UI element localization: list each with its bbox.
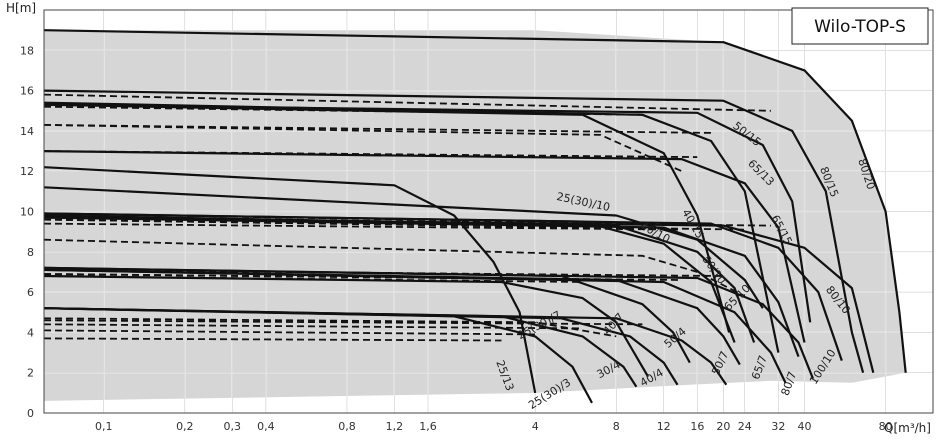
series-65-15 xyxy=(43,103,812,323)
x-tick-label: 0,3 xyxy=(223,420,241,433)
x-tick-label: 1,6 xyxy=(419,420,437,433)
brand-box: Wilo-TOP-S xyxy=(791,7,929,45)
curve-min xyxy=(43,150,698,158)
grid xyxy=(44,10,933,414)
curve-max xyxy=(43,216,800,357)
tick-labels: 0,1 0,2 0,3 0,4 0,8 1,2 1,6 4 8 12 16 20 24 32 40 80024… xyxy=(20,44,893,433)
y-tick-label: 16 xyxy=(20,85,34,98)
curve-max xyxy=(43,166,537,394)
curve-max xyxy=(43,103,812,323)
curve-min xyxy=(43,93,771,112)
x-tick-label: 0,8 xyxy=(338,420,356,433)
x-tick-label: 80 xyxy=(879,420,893,433)
y-tick-label: 2 xyxy=(27,367,34,380)
series-50-4 xyxy=(43,307,728,386)
x-tick-label: 16 xyxy=(690,420,704,433)
chart-title: Wilo-TOP-S xyxy=(814,17,906,37)
x-tick-label: 32 xyxy=(771,420,785,433)
plot-frame xyxy=(43,9,934,414)
x-tick-label: 8 xyxy=(613,420,620,433)
curve-min xyxy=(43,323,583,330)
curve-max xyxy=(43,274,650,378)
curve-min xyxy=(43,222,682,231)
y-tick-label: 4 xyxy=(27,326,34,339)
y-tick-label: 10 xyxy=(20,206,34,219)
curve-min xyxy=(43,124,712,134)
x-tick-label: 0,2 xyxy=(176,420,194,433)
curve-max xyxy=(43,307,728,386)
series-100-10 xyxy=(43,216,875,373)
curve-min xyxy=(43,218,745,231)
x-tick-label: 12 xyxy=(657,420,671,433)
series-25-30-7 xyxy=(43,274,650,378)
operating-envelope xyxy=(44,30,906,401)
y-tick-label: 6 xyxy=(27,286,34,299)
axes xyxy=(43,9,934,414)
series-65-7 xyxy=(43,268,787,384)
y-tick-label: 0 xyxy=(27,407,34,420)
y-tick-label: 12 xyxy=(20,165,34,178)
curve-max xyxy=(43,89,865,373)
series-65-10 xyxy=(43,216,800,357)
x-tick-label: 40 xyxy=(798,420,812,433)
x-tick-label: 4 xyxy=(532,420,539,433)
brand-box-frame xyxy=(791,7,929,45)
curve-min xyxy=(43,238,746,297)
curve-min xyxy=(43,275,583,283)
y-tick-label: 14 xyxy=(20,125,34,138)
series-80-7 xyxy=(43,266,815,380)
series-25-13 xyxy=(43,166,537,394)
x-tick-label: 0,4 xyxy=(257,420,275,433)
series-50-15 xyxy=(43,101,780,353)
curve-min xyxy=(43,269,724,277)
series-80-20 xyxy=(43,29,907,373)
curve-min xyxy=(43,319,643,326)
curve-min xyxy=(43,273,682,281)
series-80-15 xyxy=(43,89,865,373)
curve-min xyxy=(43,105,643,116)
y-tick-label: 18 xyxy=(20,44,34,57)
series-curves xyxy=(43,29,907,404)
curve-min xyxy=(43,124,683,173)
curve-min xyxy=(43,329,536,336)
series-40-15 xyxy=(43,103,731,333)
x-tick-label: 20 xyxy=(716,420,730,433)
curve-max xyxy=(43,212,843,361)
curve-max xyxy=(43,29,907,373)
series-65-13 xyxy=(43,150,806,343)
y-axis-title: H[m] xyxy=(6,1,36,15)
curve-min xyxy=(43,216,771,227)
x-axis-title: Q[m³/h] xyxy=(884,421,931,435)
series-80-10 xyxy=(43,212,843,361)
envelope-area xyxy=(44,30,906,401)
x-tick-label: 1,2 xyxy=(386,420,404,433)
x-tick-label: 0,1 xyxy=(95,420,113,433)
curve-max xyxy=(43,150,806,343)
y-tick-label: 8 xyxy=(27,246,34,259)
curve-max xyxy=(43,101,780,353)
x-tick-label: 24 xyxy=(738,420,752,433)
curve-max xyxy=(43,103,731,333)
